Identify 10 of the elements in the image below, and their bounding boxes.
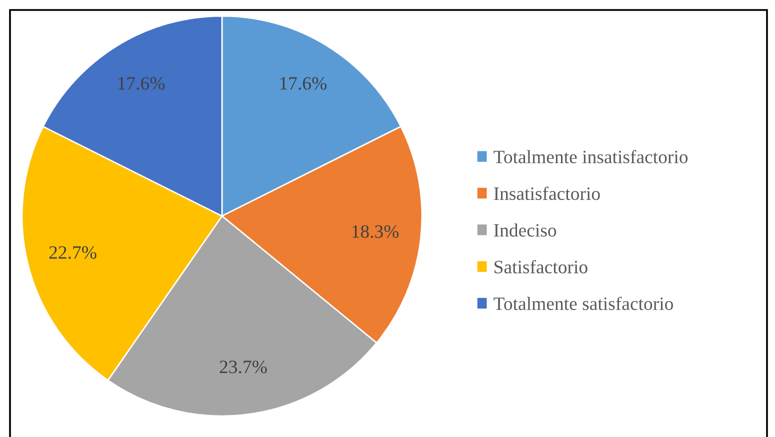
legend-label: Totalmente insatisfactorio (494, 150, 688, 164)
data-label: 18.3% (352, 225, 399, 238)
legend-label: Satisfactorio (494, 260, 588, 274)
data-label: 23.7% (220, 360, 267, 374)
data-label: 17.6% (118, 77, 165, 90)
legend-label: Indeciso (494, 224, 556, 237)
legend-label: Totalmente satisfactorio (494, 296, 673, 310)
data-label: 17.6% (280, 77, 327, 90)
legend-label: Insatisfactorio (494, 186, 600, 200)
data-label: 22.7% (49, 246, 96, 259)
